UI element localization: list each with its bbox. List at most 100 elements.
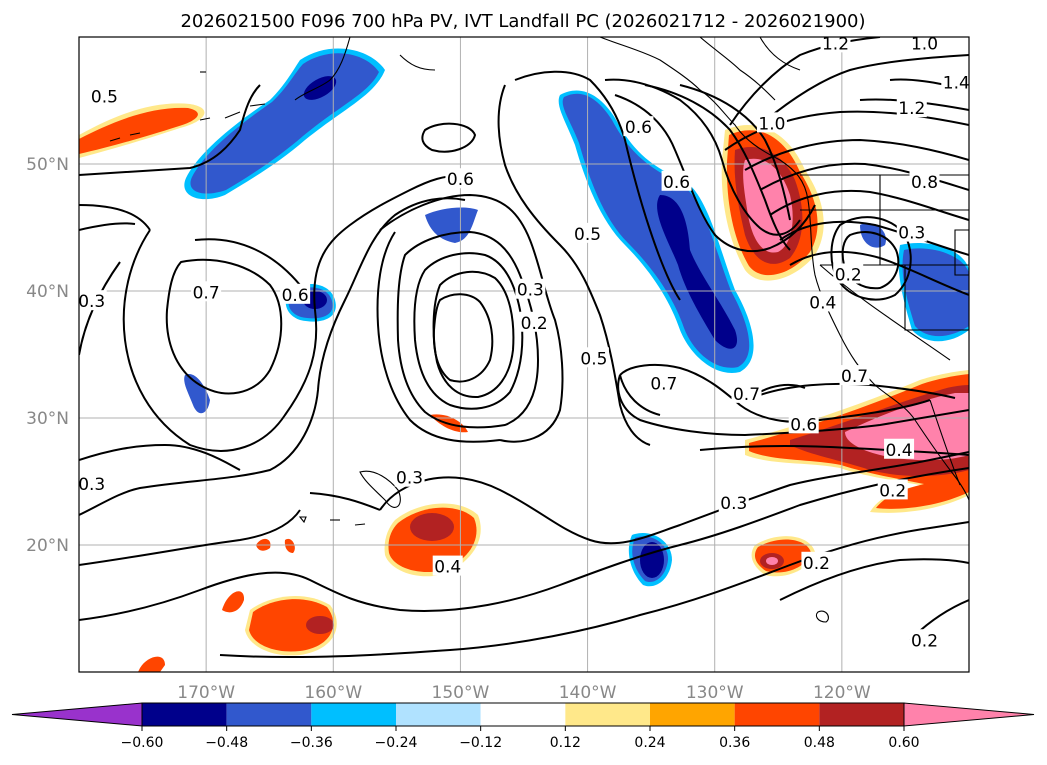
contour-label-bg: [445, 168, 476, 189]
contour-label: 0.3: [720, 494, 747, 514]
contour-label-bg: [801, 551, 832, 572]
contour-label-bg: [718, 492, 749, 513]
colorbar-swatch: [226, 703, 312, 726]
contour-label-bg: [756, 112, 787, 133]
contour-label-bg: [191, 281, 222, 302]
colorbar-tick-label: 0.24: [634, 735, 665, 751]
colorbar-outline: [141, 702, 905, 727]
colorbar-extend-low: [11, 702, 143, 727]
latitude-ticks: 50°N 40°N 30°N 20°N: [26, 155, 69, 556]
contour-label-bg: [79, 473, 107, 494]
contour-label: 0.7: [650, 375, 677, 395]
colorbar-swatch: [480, 703, 566, 726]
contour-label: 0.2: [911, 631, 938, 651]
colorbar-swatch: [142, 703, 227, 726]
contour-label-bg: [909, 170, 940, 191]
contour-label: 1.2: [898, 99, 925, 119]
contour-label-bg: [833, 263, 864, 284]
contour-labels: 0.6 0.5 0.7 0.6 0.3 0.3 0.2 0.5 0.5 0.6 0.6 1.0 1.2 1…: [78, 34, 970, 651]
x-tick-label: 150°W: [432, 683, 490, 703]
contour-label-bg: [519, 311, 550, 332]
contour-label-bg: [89, 85, 120, 106]
colorbar-tick-label: −0.48: [205, 735, 248, 751]
contour-label: 0.7: [193, 283, 220, 303]
contour-label-bg: [515, 278, 546, 299]
colorbar-swatch: [819, 703, 904, 726]
region-northeast-pacific-negative-band: [558, 90, 754, 373]
colorbar-tick-label: 0.48: [804, 735, 835, 751]
map-area: 0.6 0.5 0.7 0.6 0.3 0.3 0.2 0.5 0.5 0.6 0.6 1.0 1.2 1…: [78, 34, 970, 672]
contour-label-bg: [648, 372, 679, 393]
contour-label-bg: [788, 413, 819, 434]
contour-label: 0.2: [803, 554, 830, 574]
contour-label-bg: [820, 37, 851, 53]
x-tick-label: 140°W: [559, 683, 617, 703]
x-tick-label: 170°W: [177, 683, 235, 703]
contour-label-bg: [839, 365, 870, 386]
x-tick-label: 120°W: [813, 683, 871, 703]
contour-label: 0.5: [574, 225, 601, 245]
contour-label: 1.0: [758, 114, 785, 134]
contour-label: 0.6: [790, 415, 817, 435]
colorbar-swatch: [565, 703, 650, 726]
contour-label: 0.5: [580, 349, 607, 369]
colorbar-tick-label: 0.36: [719, 735, 750, 751]
contour-label-bg: [623, 116, 654, 137]
contour-label-bg: [884, 438, 915, 459]
contour-label: 0.7: [841, 367, 868, 387]
contour-label: 0.6: [663, 173, 690, 193]
colorbar-swatch: [650, 703, 735, 726]
colorbar-extend-high: [903, 702, 1035, 727]
y-tick-label: 30°N: [26, 409, 69, 429]
contour-label: 0.2: [521, 314, 548, 334]
colorbar-tick-label: −0.12: [459, 735, 502, 751]
pc-shading: [79, 48, 969, 672]
contour-label-bg: [661, 170, 692, 191]
region-southwest-positive: [138, 538, 337, 672]
contour-label: 0.2: [835, 265, 862, 285]
longitude-ticks: 170°W 160°W 150°W 140°W 130°W 120°W: [177, 683, 871, 703]
contour-label-bg: [280, 283, 311, 304]
contour-label-bg: [896, 221, 927, 242]
colorbar-swatch: [396, 703, 481, 726]
contour-label: 1.4: [943, 74, 970, 94]
contour-label: 0.3: [898, 224, 925, 244]
contour-label: 0.3: [78, 475, 105, 495]
colorbar: −0.60 −0.48 −0.36 −0.24 −0.12 0.12 0.24 0.36 0.4…: [11, 702, 1035, 751]
contour-label: 0.4: [434, 558, 461, 578]
y-tick-label: 20°N: [26, 536, 69, 556]
contour-label-bg: [572, 222, 603, 243]
region-bering-positive: [79, 103, 205, 158]
colorbar-tick-label: −0.36: [290, 735, 333, 751]
contour-label-bg: [877, 479, 908, 500]
colorbar-swatch: [311, 703, 396, 726]
colorbar-tick-label: 0.12: [550, 735, 581, 751]
contour-label-bg: [896, 97, 927, 118]
contour-label: 0.3: [78, 292, 105, 312]
contour-label-bg: [79, 290, 107, 311]
contour-label-bg: [909, 629, 940, 650]
contour-label-bg: [807, 291, 838, 312]
contour-label-bg: [432, 555, 463, 576]
y-tick-label: 50°N: [26, 155, 69, 175]
region-subtropical-positive: [751, 536, 815, 577]
colorbar-tick-label: −0.24: [375, 735, 418, 751]
region-california-coast-negative: [860, 223, 969, 342]
colorbar-swatch: [734, 703, 820, 726]
contour-label: 0.2: [879, 481, 906, 501]
contour-label: 0.6: [282, 286, 309, 306]
contour-label-bg: [578, 347, 609, 368]
contour-label: 0.7: [733, 385, 760, 405]
contour-label: 0.4: [809, 293, 836, 313]
contour-label: 0.6: [447, 170, 474, 190]
contour-label: 0.3: [517, 281, 544, 301]
contour-label-bg: [731, 382, 762, 403]
contour-label: 0.8: [911, 173, 938, 193]
colorbar-tick-label: 0.60: [888, 735, 919, 751]
contour-label: 0.3: [396, 469, 423, 489]
contour-label: 0.4: [886, 441, 913, 461]
contour-label: 1.0: [911, 34, 938, 54]
contour-label: 1.2: [822, 34, 849, 54]
chart-title: 2026021500 F096 700 hPa PV, IVT Landfall…: [180, 11, 865, 32]
